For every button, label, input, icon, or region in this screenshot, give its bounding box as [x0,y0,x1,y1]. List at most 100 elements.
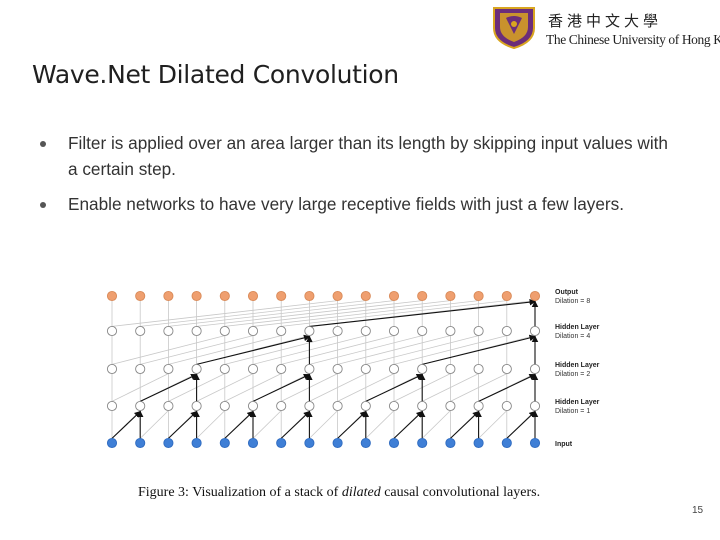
layer-node [360,290,371,302]
caption-suffix: causal convolutional layers. [380,485,541,500]
layer-node [417,363,428,375]
layer-node [135,437,146,449]
layer-node [529,325,541,337]
layer-title-label: Input [555,441,573,448]
layer-node [247,400,259,412]
receptive-field-edge [280,410,311,439]
receptive-field-edge [365,373,424,402]
layer-node [473,400,484,412]
layer-node [106,400,118,412]
layer-node [473,290,484,302]
layer-title-label: Hidden Layer [555,324,600,331]
background-edge [111,373,169,402]
background-edge [252,300,479,327]
layer-node [501,290,512,302]
layer-node [247,290,259,302]
layer-node [219,363,230,375]
layer-dilation-label: Dilation = 1 [555,408,590,415]
layer-node [445,363,456,375]
layer-node [135,363,146,375]
cuhk-crest-icon [493,7,535,50]
layer-node [473,437,484,449]
layer-node [529,437,541,449]
background-edge [337,373,395,402]
receptive-field-edge [506,410,536,439]
layer-node [473,363,484,375]
layer-title-label: Hidden Layer [555,362,600,369]
layer-node [219,325,230,337]
background-edge [365,335,479,365]
background-edge [450,373,507,402]
layer-node [445,290,456,302]
layer-node [135,290,146,302]
layer-node [332,290,343,302]
background-edge [309,373,366,402]
layer-dilation-label: Dilation = 2 [555,371,590,378]
background-edge [139,410,169,439]
background-edge [422,373,479,402]
layer-node [191,437,202,449]
layer-node [304,400,315,412]
bullet-list: Filter is applied over an area larger th… [40,130,680,226]
layer-node [163,325,174,337]
receptive-field-edge [450,410,480,439]
layer-node [332,400,343,412]
layer-node [360,363,371,375]
layer-node [501,363,512,375]
bullet-dot-icon [40,141,46,147]
layer-node [529,363,541,375]
layer-node [106,363,118,375]
layer-node [360,325,371,337]
layer-node [106,437,118,449]
layer-node [304,363,315,375]
layer-node [191,325,202,337]
background-edge [224,335,338,365]
layer-node [501,437,512,449]
layer-node [445,437,456,449]
background-edge [140,300,366,327]
layer-node [106,325,118,337]
receptive-field-edge [309,298,537,327]
receptive-field-edge [252,373,311,402]
layer-node [332,325,343,337]
background-edge [393,335,507,365]
layer-title-label: Output [555,289,579,296]
layer-node [219,290,230,302]
layer-node [445,400,456,412]
background-edge [224,300,451,327]
bullet-item: Enable networks to have very large recep… [40,191,680,217]
layer-node [417,325,428,337]
background-edge [140,335,254,365]
layer-node [163,363,174,375]
background-edge [337,335,451,365]
layer-node [247,363,259,375]
layer-node [388,363,400,375]
bullet-text: Enable networks to have very large recep… [68,194,624,214]
layer-node [304,325,315,337]
layer-node [163,437,174,449]
receptive-field-edge [111,410,141,439]
layer-node [360,400,371,412]
receptive-field-edge [337,410,367,439]
layer-node [304,290,315,302]
logo-chinese-text: 香港中文大學 [548,12,663,30]
layer-node [501,400,512,412]
background-edge [224,373,282,402]
layer-node [191,290,202,302]
background-edge [309,410,338,439]
layer-node [445,325,456,337]
layer-title-label: Hidden Layer [555,399,600,406]
slide-title: Wave.Net Dilated Convolution [32,60,399,89]
bullet-dot-icon [40,202,46,208]
page-number: 15 [692,505,704,516]
background-edge [365,410,395,439]
layer-node [388,400,400,412]
layer-node [388,325,400,337]
university-logo: 香港中文大學 The Chinese University of Hong Ko… [488,4,720,50]
layer-node [135,400,146,412]
layer-node [247,437,259,449]
layer-node [501,325,512,337]
layer-node [417,437,428,449]
receptive-field-edge [393,410,423,439]
layer-dilation-label: Dilation = 8 [555,298,590,305]
